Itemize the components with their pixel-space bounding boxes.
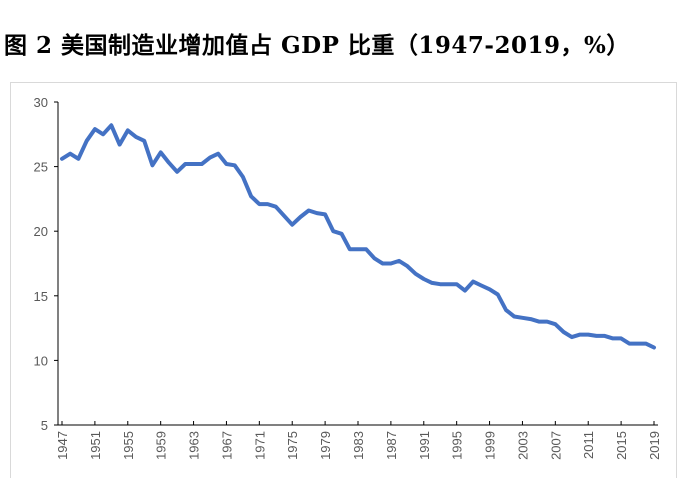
y-tick-label: 10: [34, 353, 48, 368]
chart-title: 图 2 美国制造业增加值占 GDP 比重（1947-2019，%）: [4, 32, 630, 59]
x-tick-label: 2011: [581, 431, 596, 459]
x-tick-label: 1991: [417, 431, 432, 460]
x-tick-label: 1995: [450, 431, 465, 460]
x-tick-label: 2003: [515, 431, 530, 460]
y-tick-label: 5: [41, 418, 48, 433]
x-tick-label: 2019: [647, 431, 662, 460]
x-tick-label: 2015: [614, 431, 629, 460]
x-tick-label: 1987: [384, 431, 399, 460]
x-tick-label: 1999: [483, 431, 498, 460]
x-tick-label: 1975: [285, 431, 300, 460]
x-tick-label: 1955: [121, 431, 136, 460]
x-tick-label: 1963: [187, 431, 202, 460]
x-tick-label: 1959: [154, 431, 169, 460]
series-line: [60, 123, 656, 350]
x-tick-label: 1947: [55, 431, 70, 460]
x-tick-label: 1983: [351, 431, 366, 460]
x-tick-label: 1951: [88, 431, 103, 460]
y-tick-label: 25: [34, 160, 48, 175]
y-tick-label: 20: [34, 224, 48, 239]
x-tick-label: 1979: [318, 431, 333, 460]
y-tick-label: 15: [34, 289, 48, 304]
chart-frame: [10, 82, 677, 478]
x-tick-label: 2007: [548, 431, 563, 460]
x-tick-label: 1967: [219, 431, 234, 460]
x-tick-label: 1971: [252, 431, 267, 460]
y-tick-label: 30: [34, 95, 48, 110]
